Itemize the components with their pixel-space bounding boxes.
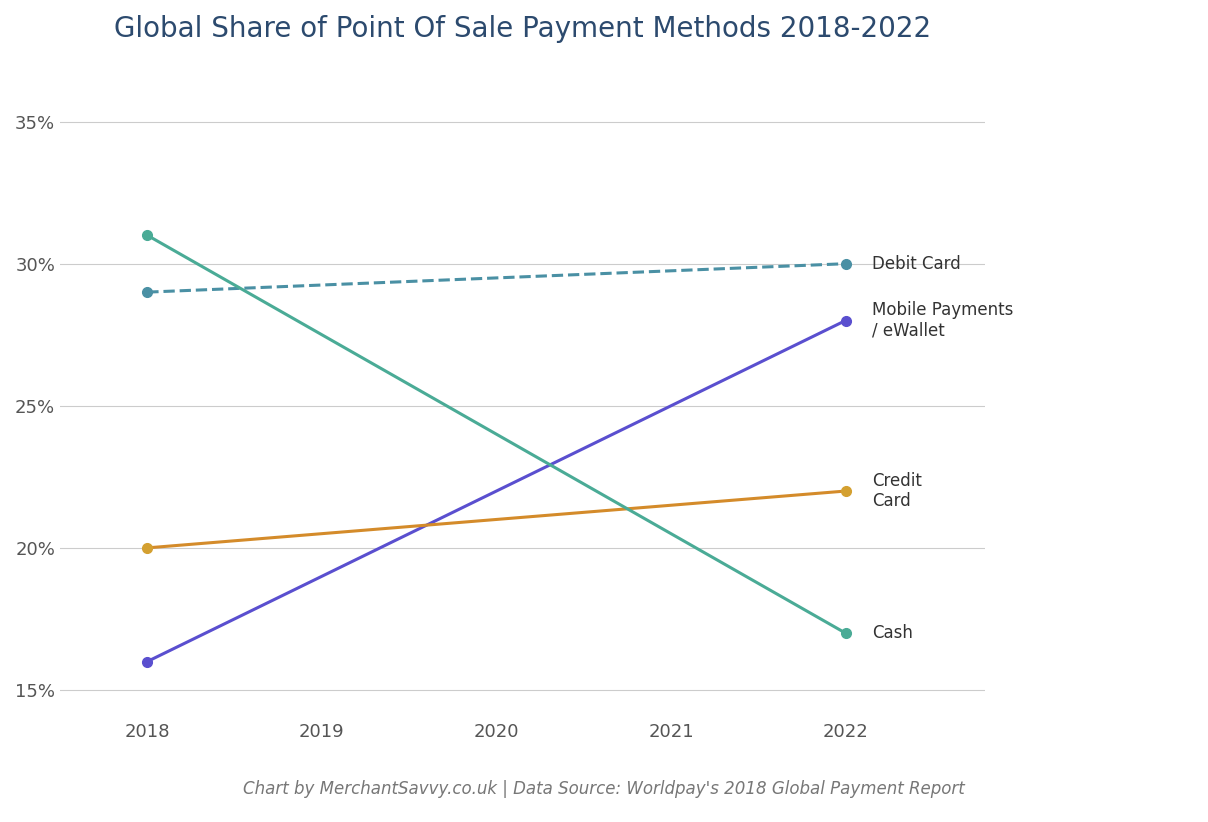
Text: Debit Card: Debit Card (872, 255, 960, 273)
Title: Global Share of Point Of Sale Payment Methods 2018-2022: Global Share of Point Of Sale Payment Me… (114, 15, 931, 43)
Text: Chart by MerchantSavvy.co.uk | Data Source: Worldpay's 2018 Global Payment Repor: Chart by MerchantSavvy.co.uk | Data Sour… (243, 780, 965, 798)
Text: Credit
Card: Credit Card (872, 472, 922, 510)
Text: Cash: Cash (872, 624, 912, 642)
Text: Mobile Payments
/ eWallet: Mobile Payments / eWallet (872, 301, 1014, 340)
